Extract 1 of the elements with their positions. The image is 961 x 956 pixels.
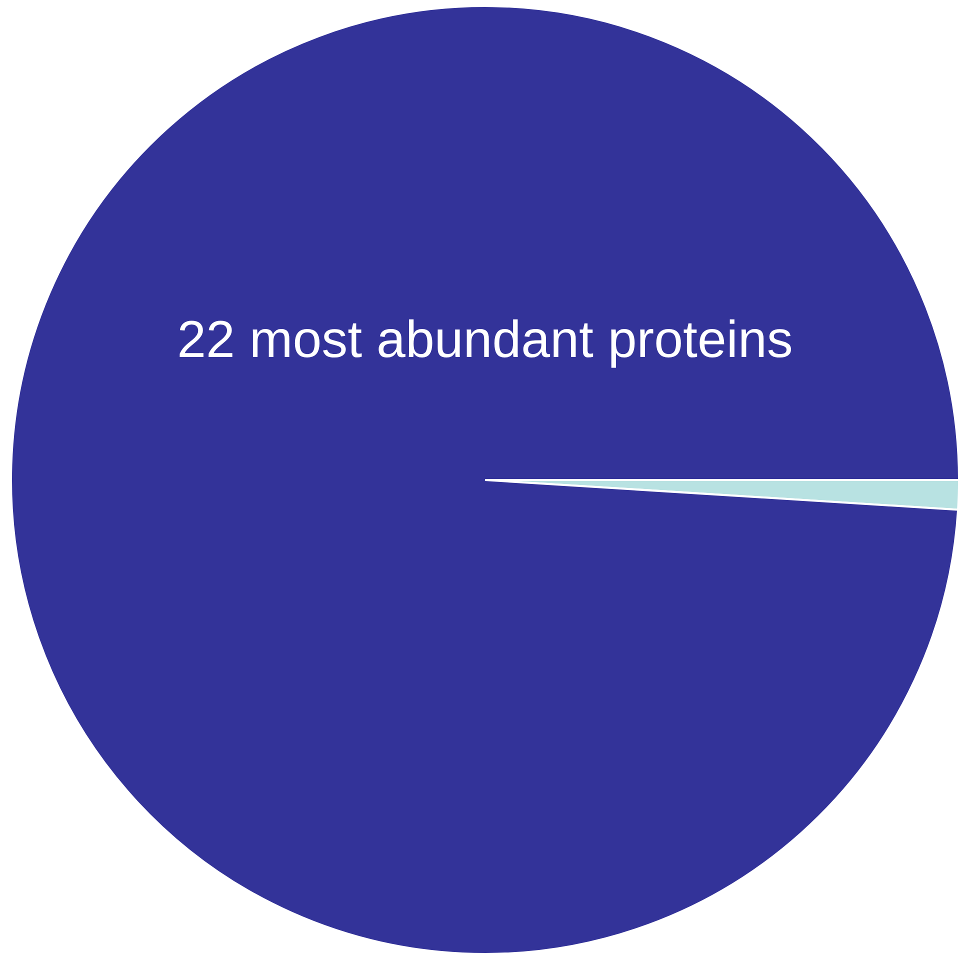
slice-label: 22 most abundant proteins	[177, 310, 793, 369]
